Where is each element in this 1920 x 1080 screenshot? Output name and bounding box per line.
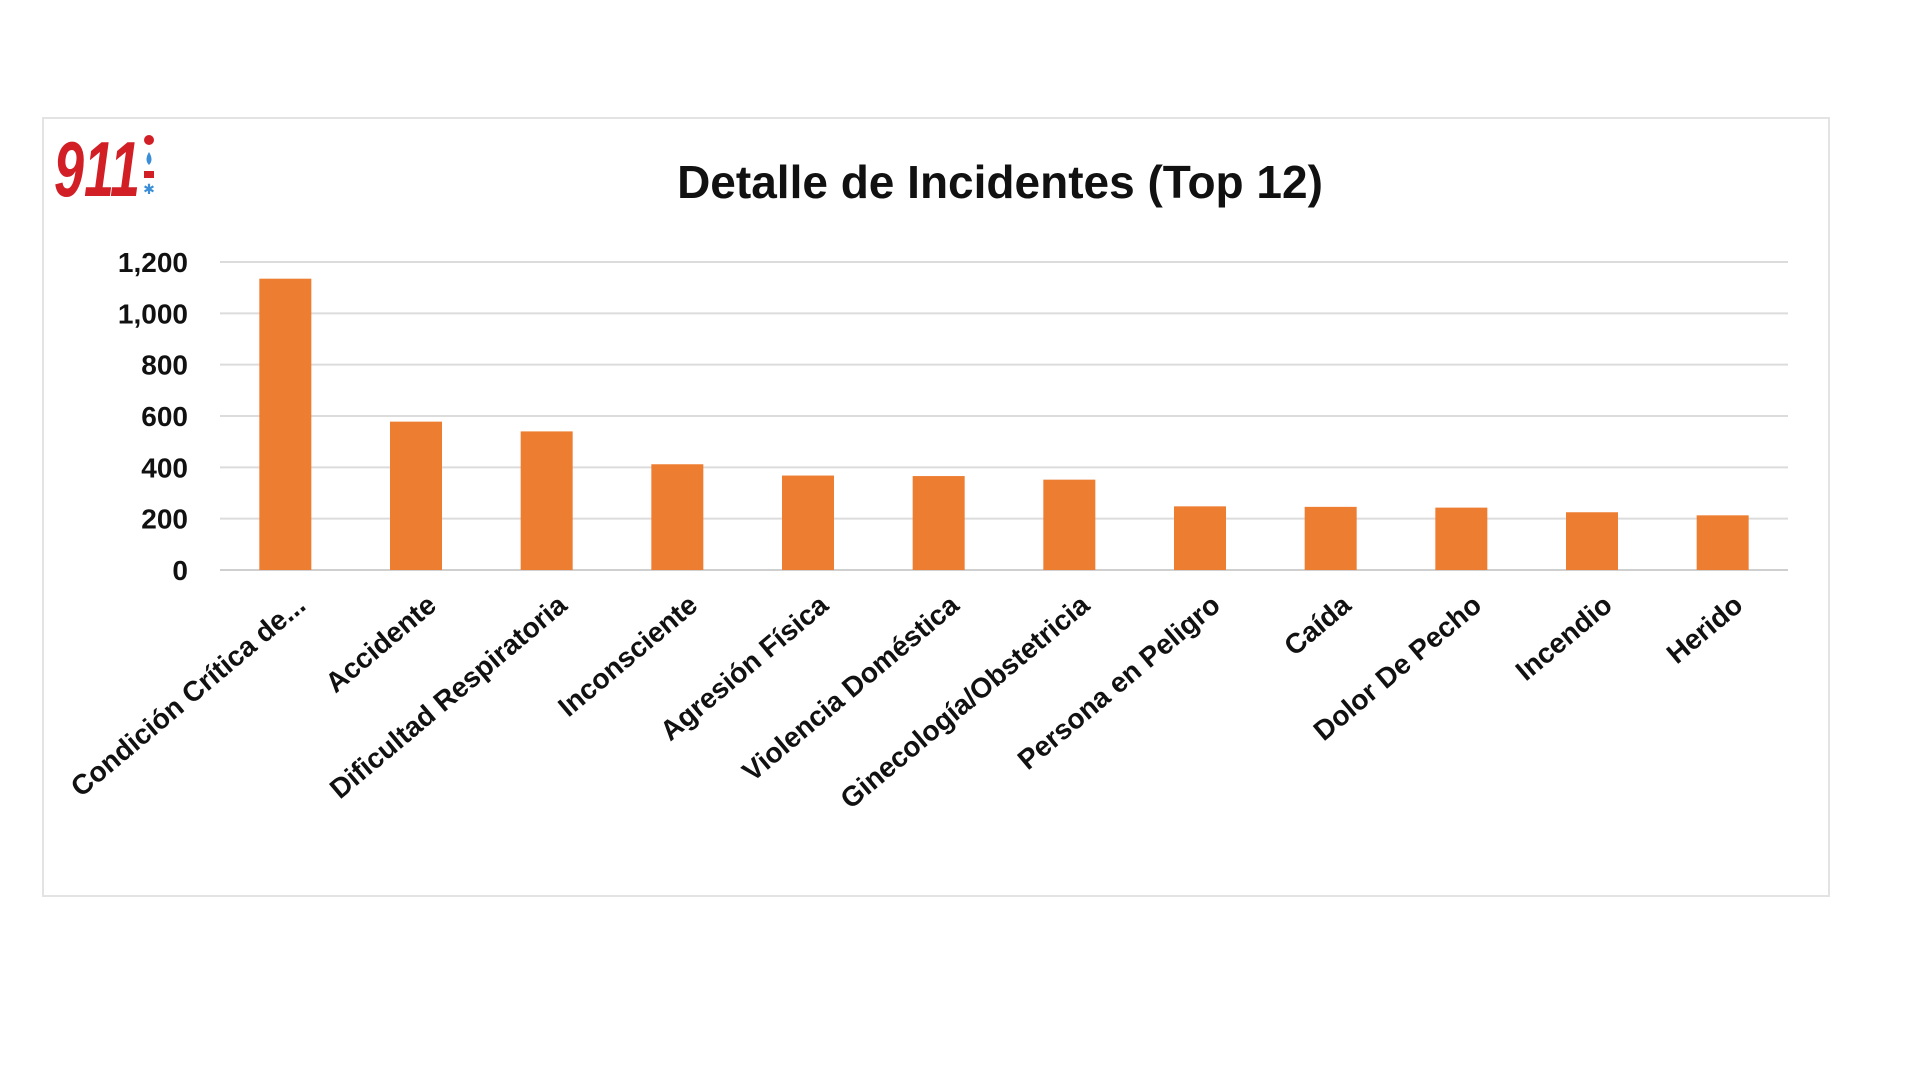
y-axis-ticks: 0 200 400 600 800 1,000 1,200 <box>118 247 188 586</box>
bar <box>520 431 573 570</box>
water-drop-icon <box>146 152 152 165</box>
x-axis-labels: Condición Crítica de... AccidenteDificult… <box>65 589 1749 815</box>
y-tick-label: 200 <box>141 504 188 535</box>
logo-text: 911 <box>54 128 140 206</box>
bar <box>390 421 442 570</box>
911-logo-icon: 911 ✱ <box>54 128 155 206</box>
bar <box>912 476 965 570</box>
x-category-label: Ginecología/Obstetricia <box>834 589 1095 815</box>
bar <box>1174 506 1226 570</box>
bars <box>259 278 1749 570</box>
fire-dot-icon <box>144 135 154 145</box>
bar <box>1304 506 1357 570</box>
bar <box>651 464 704 570</box>
y-tick-label: 400 <box>141 452 188 483</box>
y-tick-label: 0 <box>172 555 188 586</box>
bar <box>259 278 312 570</box>
x-category-label: Herido <box>1661 589 1749 670</box>
x-category-label: Violencia Doméstica <box>736 589 964 788</box>
bar <box>1043 479 1096 570</box>
star-of-life-icon: ✱ <box>143 182 155 198</box>
chart-title: Detalle de Incidentes (Top 12) <box>677 156 1323 208</box>
ambulance-icon <box>144 171 154 178</box>
y-tick-label: 800 <box>141 350 188 381</box>
y-tick-label: 1,000 <box>118 298 188 329</box>
bar <box>782 475 834 570</box>
bar <box>1566 512 1618 570</box>
x-category-label: Dificultad Respiratoria <box>324 589 573 805</box>
x-category-label: Accidente <box>319 589 441 699</box>
y-tick-label: 600 <box>141 401 188 432</box>
gridlines <box>220 261 1788 571</box>
x-category-label: Caída <box>1278 589 1357 662</box>
bar <box>1696 515 1749 570</box>
y-tick-label: 1,200 <box>118 247 188 278</box>
x-category-label: Condición Crítica de... <box>65 589 311 803</box>
cropped-caption-text <box>0 1062 1920 1080</box>
bar <box>1435 507 1488 570</box>
x-category-label: Incendio <box>1510 589 1618 687</box>
